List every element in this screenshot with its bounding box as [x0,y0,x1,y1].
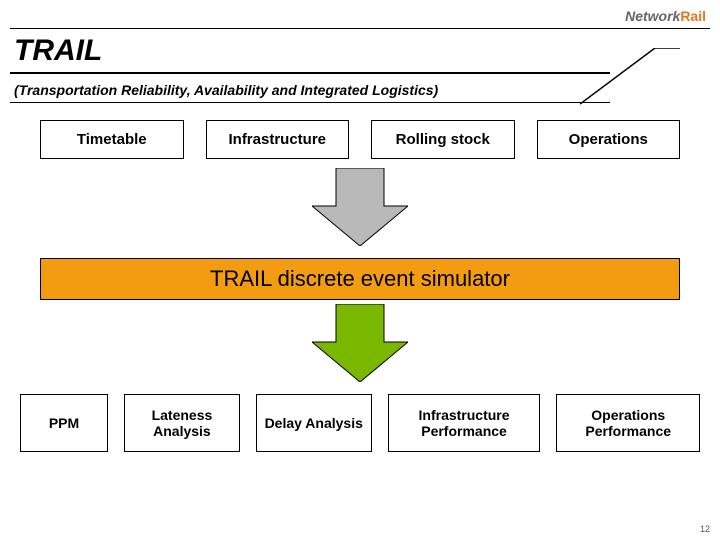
slide-number: 12 [700,524,710,534]
input-box-infrastructure: Infrastructure [206,120,350,159]
input-box-timetable: Timetable [40,120,184,159]
divider-title [10,72,610,74]
output-box-infra-performance: Infrastructure Performance [388,394,541,452]
arrow-shape-2 [312,304,408,382]
arrow-down-2 [0,304,720,382]
brand-logo: NetworkRail [625,8,706,24]
divider-subtitle [10,102,610,103]
brand-part1: Network [625,8,680,24]
simulator-label: TRAIL discrete event simulator [210,266,510,291]
output-box-ppm: PPM [20,394,108,452]
subtitle: (Transportation Reliability, Availabilit… [14,82,438,98]
input-box-rolling-stock: Rolling stock [371,120,515,159]
corner-decoration [580,48,680,108]
arrow-down-1 [0,168,720,246]
output-box-lateness: Lateness Analysis [124,394,240,452]
page-title: TRAIL [14,34,102,68]
arrow-shape-1 [312,168,408,246]
output-box-delay: Delay Analysis [256,394,372,452]
simulator-bar: TRAIL discrete event simulator [40,258,680,300]
divider-top [10,28,710,29]
output-box-ops-performance: Operations Performance [556,394,700,452]
output-row: PPM Lateness Analysis Delay Analysis Inf… [20,394,700,452]
input-row: Timetable Infrastructure Rolling stock O… [40,120,680,159]
brand-part2: Rail [680,8,706,24]
input-box-operations: Operations [537,120,681,159]
